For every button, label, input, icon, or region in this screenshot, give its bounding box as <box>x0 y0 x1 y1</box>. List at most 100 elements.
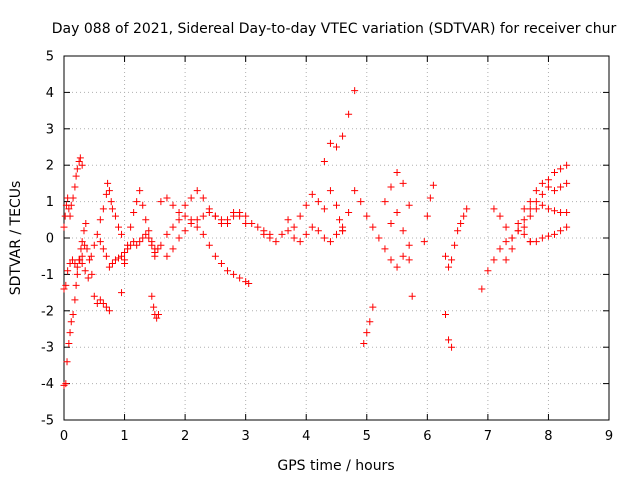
data-point <box>108 205 116 213</box>
data-point <box>99 300 107 308</box>
x-axis-title: GPS time / hours <box>277 458 394 474</box>
data-point <box>151 245 159 253</box>
data-point <box>557 165 565 173</box>
data-point <box>83 245 91 253</box>
data-point <box>104 179 112 187</box>
data-point <box>429 181 437 189</box>
data-point <box>302 230 310 238</box>
data-point <box>85 256 93 264</box>
data-point <box>526 238 534 246</box>
data-point <box>96 296 104 304</box>
data-point <box>520 223 528 231</box>
data-point <box>399 252 407 260</box>
data-point <box>163 194 171 202</box>
data-point <box>375 234 383 242</box>
data-point <box>67 318 75 326</box>
data-point <box>563 209 571 217</box>
data-point <box>544 232 552 240</box>
x-tick-label: 9 <box>605 429 613 444</box>
data-point <box>320 234 328 242</box>
data-point <box>405 241 413 249</box>
data-point <box>151 252 159 260</box>
data-point <box>96 238 104 246</box>
data-point <box>88 270 96 278</box>
data-point <box>508 234 516 242</box>
data-point <box>93 300 101 308</box>
data-point <box>405 201 413 209</box>
y-tick-label: 2 <box>46 159 54 174</box>
data-point <box>193 216 201 224</box>
data-point <box>175 234 183 242</box>
data-point <box>130 209 138 217</box>
data-point <box>67 201 75 209</box>
data-point <box>381 245 389 253</box>
data-point <box>169 201 177 209</box>
data-point <box>102 252 110 260</box>
data-point <box>169 223 177 231</box>
x-tick-label: 8 <box>544 429 552 444</box>
data-point <box>532 198 540 206</box>
series-sat-g <box>121 230 159 257</box>
data-point <box>108 259 116 267</box>
data-point <box>490 256 498 264</box>
data-point <box>181 212 189 220</box>
data-point <box>66 329 74 337</box>
y-tick-label: 0 <box>46 232 54 247</box>
data-point <box>260 230 268 238</box>
data-point <box>490 205 498 213</box>
data-point <box>544 183 552 191</box>
data-point <box>66 212 74 220</box>
data-point <box>272 238 280 246</box>
series-sat-y <box>520 201 571 231</box>
data-point <box>563 179 571 187</box>
data-point <box>387 219 395 227</box>
data-point <box>308 190 316 198</box>
data-point <box>538 234 546 242</box>
data-point <box>118 289 126 297</box>
data-point <box>105 307 113 315</box>
data-point <box>121 249 129 257</box>
series-sat-j <box>157 187 250 227</box>
data-point <box>175 209 183 217</box>
data-point <box>71 296 79 304</box>
data-point <box>442 310 449 318</box>
data-point <box>96 216 104 224</box>
data-point <box>139 201 147 209</box>
data-point <box>284 227 292 235</box>
data-point <box>142 230 150 238</box>
data-point <box>387 256 395 264</box>
x-tick-label: 7 <box>484 429 492 444</box>
data-point <box>314 198 322 206</box>
data-point <box>333 143 340 151</box>
data-point <box>81 267 89 275</box>
data-point <box>538 201 546 209</box>
data-point <box>73 270 81 278</box>
x-tick-labels: 0 1 2 3 4 5 6 7 8 9 <box>60 429 613 444</box>
data-point <box>296 238 304 246</box>
data-point <box>84 274 92 282</box>
data-point <box>163 230 171 238</box>
data-point <box>290 234 298 242</box>
data-point <box>408 292 416 300</box>
data-point <box>445 336 453 344</box>
data-point <box>544 205 552 213</box>
data-point <box>87 252 95 260</box>
data-point <box>71 183 79 191</box>
data-point <box>278 230 286 238</box>
data-point <box>111 212 119 220</box>
y-tick-label: 4 <box>46 86 54 101</box>
data-point <box>357 198 365 206</box>
data-point <box>127 223 135 231</box>
data-point <box>64 267 72 275</box>
data-point <box>496 212 504 220</box>
axis-ticks <box>63 55 610 421</box>
data-point <box>115 254 122 262</box>
data-point <box>199 230 207 238</box>
y-tick-label: 5 <box>46 50 54 65</box>
data-point <box>463 205 471 213</box>
data-point <box>514 219 522 227</box>
data-point <box>81 241 89 249</box>
data-point <box>393 168 401 176</box>
data-point <box>102 190 110 198</box>
data-point <box>153 314 161 322</box>
